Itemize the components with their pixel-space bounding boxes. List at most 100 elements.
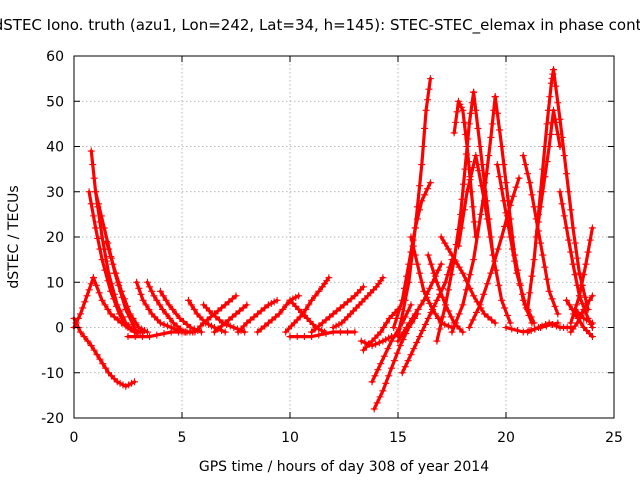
data-point-marker bbox=[133, 328, 141, 336]
data-point-marker bbox=[174, 328, 182, 336]
series-18 bbox=[282, 274, 333, 336]
data-point-marker bbox=[466, 271, 474, 279]
data-point-marker bbox=[506, 233, 514, 241]
data-point-marker bbox=[160, 330, 168, 338]
data-point-marker bbox=[567, 206, 575, 214]
data-point-marker bbox=[96, 355, 104, 363]
data-point-marker bbox=[329, 328, 337, 336]
y-tick-label: 40 bbox=[46, 140, 64, 156]
data-point-marker bbox=[84, 337, 92, 345]
data-point-marker bbox=[393, 349, 401, 357]
data-point-marker bbox=[494, 245, 502, 253]
data-point-marker bbox=[421, 320, 429, 328]
data-point-marker bbox=[394, 333, 402, 341]
data-point-marker bbox=[101, 301, 109, 309]
data-point-marker bbox=[164, 322, 172, 330]
data-point-marker bbox=[463, 188, 471, 196]
data-point-marker bbox=[139, 296, 147, 304]
data-point-marker bbox=[85, 188, 93, 196]
data-point-marker bbox=[145, 305, 153, 313]
data-point-marker bbox=[122, 322, 130, 330]
data-point-marker bbox=[322, 316, 330, 324]
series-trace bbox=[288, 330, 357, 339]
series-trace bbox=[372, 312, 419, 411]
data-point-marker bbox=[498, 143, 506, 150]
data-point-marker bbox=[562, 170, 570, 178]
data-point-marker bbox=[87, 342, 95, 350]
data-point-marker bbox=[156, 301, 164, 309]
series-trace bbox=[310, 285, 365, 334]
data-point-marker bbox=[532, 233, 540, 241]
data-point-marker bbox=[437, 233, 445, 241]
data-point-marker bbox=[162, 310, 170, 318]
data-point-marker bbox=[184, 296, 192, 304]
data-point-marker bbox=[472, 106, 480, 114]
data-point-marker bbox=[530, 256, 538, 264]
series-8 bbox=[133, 278, 186, 336]
data-point-marker bbox=[361, 339, 369, 347]
data-point-marker bbox=[133, 278, 141, 286]
data-point-marker bbox=[165, 301, 173, 309]
data-point-marker bbox=[187, 324, 195, 331]
data-point-marker bbox=[480, 290, 488, 298]
data-point-marker bbox=[514, 327, 522, 335]
data-point-marker bbox=[543, 120, 551, 128]
data-point-marker bbox=[92, 224, 100, 232]
data-point-marker bbox=[187, 301, 195, 309]
data-point-marker bbox=[452, 319, 460, 327]
data-point-marker bbox=[226, 322, 234, 330]
data-point-marker bbox=[431, 310, 439, 318]
data-point-marker bbox=[487, 133, 495, 141]
data-point-marker bbox=[456, 100, 464, 108]
data-point-marker bbox=[315, 322, 323, 330]
data-point-marker bbox=[478, 161, 486, 169]
data-point-marker bbox=[444, 322, 452, 330]
data-point-marker bbox=[537, 239, 545, 247]
data-point-marker bbox=[172, 310, 180, 318]
data-point-marker bbox=[506, 201, 514, 209]
data-point-marker bbox=[465, 120, 473, 128]
series-51 bbox=[571, 305, 596, 327]
data-point-marker bbox=[473, 233, 481, 241]
data-point-marker bbox=[526, 179, 534, 187]
data-point-marker bbox=[416, 206, 424, 214]
data-point-marker bbox=[508, 245, 516, 253]
series-trace bbox=[359, 335, 394, 348]
data-point-marker bbox=[405, 260, 413, 268]
data-point-marker bbox=[416, 333, 424, 341]
data-point-marker bbox=[420, 287, 428, 295]
data-point-marker bbox=[275, 310, 283, 318]
data-point-marker bbox=[214, 307, 222, 315]
data-point-marker bbox=[452, 118, 460, 126]
data-point-marker bbox=[588, 224, 596, 232]
data-point-marker bbox=[409, 242, 417, 250]
data-point-marker bbox=[460, 206, 468, 214]
data-point-marker bbox=[99, 360, 107, 368]
series-16 bbox=[234, 296, 281, 336]
data-point-marker bbox=[124, 333, 132, 341]
series-41 bbox=[465, 174, 523, 331]
data-point-marker bbox=[146, 283, 154, 291]
data-point-marker bbox=[545, 287, 553, 295]
data-point-marker bbox=[407, 301, 415, 309]
data-point-marker bbox=[208, 310, 216, 318]
data-point-marker bbox=[385, 372, 393, 380]
data-point-marker bbox=[429, 305, 437, 313]
data-point-marker bbox=[457, 224, 465, 232]
data-point-marker bbox=[416, 182, 424, 190]
data-point-marker bbox=[76, 310, 84, 318]
x-tick-label: 5 bbox=[178, 430, 187, 446]
data-point-marker bbox=[329, 310, 337, 318]
data-point-marker bbox=[465, 158, 473, 166]
y-tick-label: 0 bbox=[55, 321, 64, 337]
data-point-marker bbox=[104, 277, 112, 285]
y-tick-label: -20 bbox=[41, 411, 64, 427]
data-point-marker bbox=[513, 269, 521, 277]
data-point-marker bbox=[452, 257, 460, 265]
data-point-marker bbox=[441, 239, 449, 247]
data-point-marker bbox=[541, 263, 549, 271]
data-point-marker bbox=[417, 301, 425, 309]
data-point-marker bbox=[528, 272, 536, 280]
data-point-marker bbox=[261, 322, 269, 330]
